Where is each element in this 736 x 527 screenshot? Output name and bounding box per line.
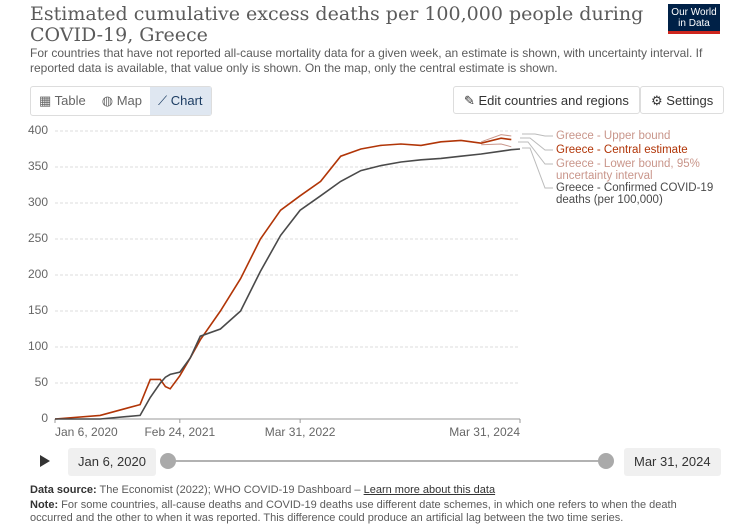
y-tick-label: 400 [28, 123, 48, 137]
note: For some countries, all-cause deaths and… [30, 499, 677, 524]
legend-entry[interactable]: Greece - Lower bound, 95% uncertainty in… [556, 158, 700, 182]
legend-entry[interactable]: Greece - Central estimate [556, 144, 688, 156]
legend-connectors [518, 133, 553, 189]
tab-chart[interactable]: ⟋ Chart [150, 87, 211, 115]
tab-label: Map [116, 93, 143, 108]
series-line [481, 134, 512, 143]
play-button[interactable] [40, 455, 50, 467]
button-label: Settings [666, 93, 714, 108]
series-line [55, 148, 521, 420]
connector [518, 141, 553, 165]
tab-table[interactable]: ▦ Table [39, 93, 86, 108]
timeline-end[interactable]: Mar 31, 2024 [624, 448, 721, 476]
y-tick-label: 350 [28, 159, 48, 173]
chart-title: Estimated cumulative excess deaths per 1… [30, 3, 644, 46]
tab-map[interactable]: ◍ Map [101, 93, 143, 108]
series-line [54, 137, 512, 420]
tab-label: Table [54, 93, 86, 108]
footer: Data source: The Economist (2022); WHO C… [30, 484, 720, 525]
timeline-handle[interactable] [598, 453, 614, 469]
x-tick-label: Mar 31, 2024 [449, 425, 520, 439]
note-line: Note: For some countries, all-cause deat… [30, 499, 720, 525]
y-tick-label: 300 [28, 195, 48, 209]
y-tick-label: 100 [28, 339, 48, 353]
chart-subtitle: For countries that have not reported all… [30, 46, 703, 75]
y-tick-label: 0 [41, 411, 48, 425]
connector [522, 133, 553, 137]
connector [520, 137, 553, 151]
tab-label: Chart [170, 93, 203, 108]
x-tick-label: Jan 6, 2020 [55, 425, 118, 439]
x-tick-label: Mar 31, 2022 [265, 425, 336, 439]
y-tick-label: 250 [28, 231, 48, 245]
note-label: Note: [30, 499, 59, 511]
series-line [481, 143, 512, 148]
edit-button[interactable]: ✎ Edit countries and regions [453, 86, 640, 114]
source-label: Data source: [30, 484, 97, 496]
timeline-handle[interactable] [160, 453, 176, 469]
y-tick-label: 150 [28, 303, 48, 317]
legend-entry[interactable]: Greece - Confirmed COVID-19 deaths (per … [556, 182, 714, 206]
connector [522, 147, 553, 189]
timeline-start[interactable]: Jan 6, 2020 [68, 448, 156, 476]
y-tick-label: 200 [28, 267, 48, 281]
button-label: Edit countries and regions [478, 93, 629, 108]
settings-button[interactable]: ⚙ Settings [640, 86, 725, 114]
logo[interactable]: Our World in Data [668, 4, 720, 34]
legend-entry[interactable]: Greece - Upper bound [556, 130, 671, 142]
source: The Economist (2022); WHO COVID-19 Dashb… [99, 484, 361, 496]
tab-bar: ▦ Table ◍ Map ⟋ Chart [30, 86, 212, 116]
y-tick-label: 50 [35, 375, 49, 389]
source-line: Data source: The Economist (2022); WHO C… [30, 484, 720, 497]
source-link[interactable]: Learn more about this data [363, 484, 496, 496]
plot: 0 50 100 150 200 250 300 350 400 Jan 6, 2020 Feb 2… [28, 123, 521, 439]
x-tick-label: Feb 24, 2021 [144, 425, 215, 439]
timeline [40, 453, 614, 469]
